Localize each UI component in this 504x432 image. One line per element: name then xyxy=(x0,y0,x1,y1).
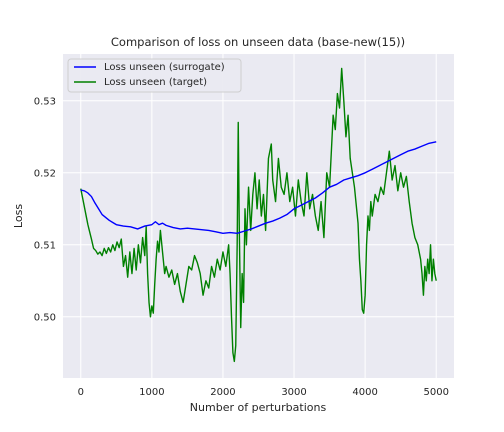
series-layer xyxy=(80,67,437,363)
x-axis-label: Number of perturbations xyxy=(190,401,327,414)
x-tick-label: 5000 xyxy=(424,387,449,398)
y-tick-label: 0.50 xyxy=(34,312,56,323)
x-tick-labels: 0 1000 2000 3000 4000 5000 xyxy=(78,387,449,398)
x-tick-label: 0 xyxy=(78,387,84,398)
legend: Loss unseen (surrogate) Loss unseen (tar… xyxy=(67,58,242,93)
legend-label-target: Loss unseen (target) xyxy=(104,77,207,88)
x-tick-label: 4000 xyxy=(352,387,377,398)
y-tick-labels: 0.50 0.51 0.52 0.53 xyxy=(34,96,56,323)
y-axis-label: Loss xyxy=(12,204,25,228)
legend-label-surrogate: Loss unseen (surrogate) xyxy=(104,62,225,73)
x-tick-label: 3000 xyxy=(281,387,306,398)
legend-box xyxy=(67,58,242,93)
y-tick-label: 0.52 xyxy=(34,168,56,179)
y-tick-label: 0.53 xyxy=(34,96,56,107)
x-tick-label: 1000 xyxy=(139,387,164,398)
y-tick-label: 0.51 xyxy=(34,240,56,251)
x-tick-label: 2000 xyxy=(210,387,235,398)
grid-lines xyxy=(63,54,454,378)
series-line-target xyxy=(80,67,437,363)
chart-title: Comparison of loss on unseen data (base-… xyxy=(111,35,405,49)
series-line-surrogate xyxy=(80,141,437,234)
plot-area xyxy=(63,54,454,378)
